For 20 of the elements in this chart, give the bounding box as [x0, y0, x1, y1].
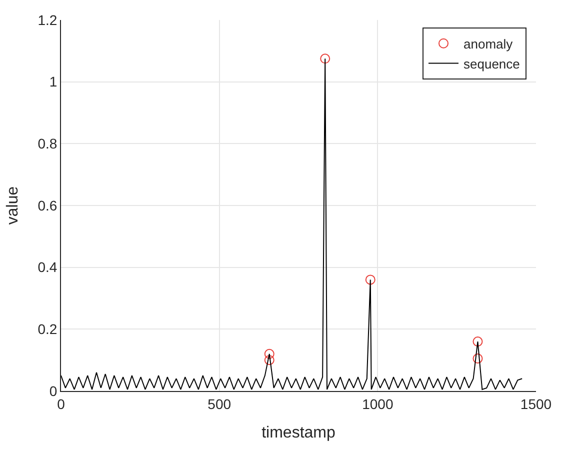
- y-tick-label: 0.6: [38, 197, 58, 214]
- point: [320, 54, 330, 64]
- y-tick-label: 1: [49, 74, 58, 90]
- y-tick-label: 0.4: [38, 259, 58, 276]
- legend-label: anomaly: [464, 36, 514, 52]
- y-tick-label: 0.8: [38, 136, 58, 152]
- y-axis-title: value: [4, 186, 22, 225]
- point: [472, 336, 483, 347]
- x-axis-title: timestamp: [262, 424, 336, 442]
- x-tick-label: 1000: [362, 396, 394, 412]
- legend-label: sequence: [464, 56, 520, 72]
- y-tick-label: 0: [49, 382, 58, 399]
- x-tick-label: 500: [208, 396, 232, 412]
- y-tick-label: 0.2: [38, 321, 58, 338]
- point: [365, 274, 376, 285]
- point: [472, 354, 483, 364]
- point: [264, 355, 274, 366]
- y-tick-label: 1.2: [38, 12, 58, 28]
- x-tick-label: 1500: [520, 396, 552, 412]
- point: [264, 348, 274, 359]
